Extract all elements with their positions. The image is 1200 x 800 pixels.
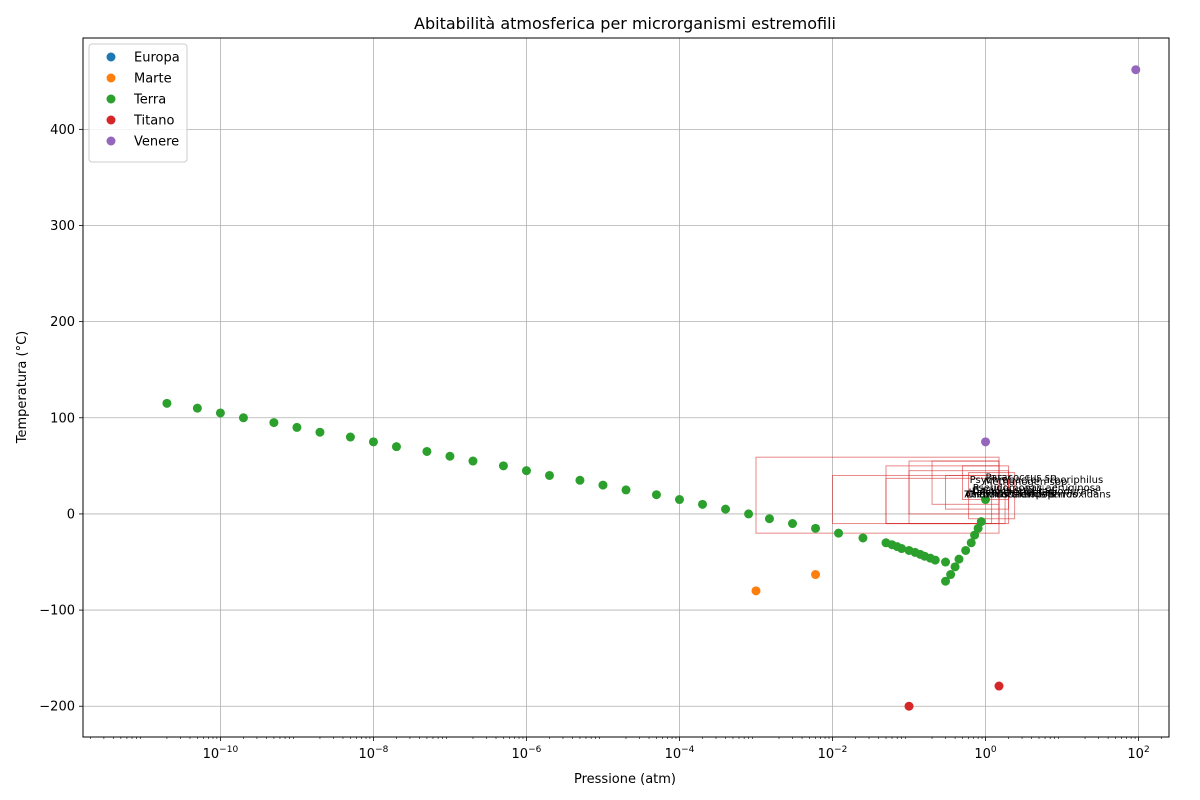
point-terra [521, 466, 531, 476]
y-tick-label: 300 [50, 219, 75, 234]
x-axis-label: Pressione (atm) [574, 772, 676, 787]
habitability-ranges [755, 456, 1016, 534]
grid-lines [83, 38, 1169, 737]
point-terra [315, 427, 325, 437]
legend-marker-terra [106, 94, 116, 104]
point-terra [575, 475, 585, 485]
point-titano [994, 681, 1004, 691]
point-terra [764, 514, 774, 524]
legend-label-venere: Venere [134, 135, 179, 150]
point-terra [651, 490, 661, 500]
point-terra [897, 544, 907, 554]
point-terra [930, 555, 940, 565]
species-label: Pseudomonas aeruginosa [973, 483, 1101, 494]
point-terra [946, 570, 956, 580]
point-venere [1131, 65, 1141, 75]
point-terra [954, 554, 964, 564]
point-terra [973, 523, 983, 533]
legend-marker-venere [106, 136, 116, 146]
point-terra [834, 528, 844, 538]
species-label: Thermus thermophilus [963, 490, 1077, 501]
point-terra [162, 398, 172, 408]
legend-label-titano: Titano [133, 114, 174, 129]
point-marte [751, 586, 761, 596]
x-tick-label: 10−10 [203, 745, 239, 762]
point-venere [981, 437, 991, 447]
point-terra [468, 456, 478, 466]
legend-box [88, 43, 188, 163]
x-axis-ticks: 10−10 10−8 10−6 10−4 10−2 100 102 [90, 737, 1162, 762]
legend-label-marte: Marte [134, 72, 172, 87]
point-terra [674, 495, 684, 505]
point-terra [422, 446, 432, 456]
point-terra [544, 470, 554, 480]
legend: Europa Marte Terra Titano Venere [88, 43, 188, 163]
point-terra [238, 413, 248, 423]
point-terra [498, 461, 508, 471]
x-tick-label: 102 [1127, 745, 1149, 762]
point-terra [391, 442, 401, 452]
point-terra [961, 545, 971, 555]
point-terra [811, 523, 821, 533]
point-terra [981, 495, 991, 505]
habitability-range-box [931, 460, 1000, 505]
point-terra [292, 422, 302, 432]
point-terra [621, 485, 631, 495]
legend-label-terra: Terra [133, 93, 166, 108]
species-label: Chroococcidiopsis [966, 490, 1056, 501]
y-tick-label: 200 [50, 315, 75, 330]
x-tick-label: 10−6 [512, 745, 542, 762]
point-titano [904, 701, 914, 711]
x-tick-label: 10−2 [818, 745, 848, 762]
point-terra [970, 530, 980, 540]
plot-frame [82, 37, 1170, 738]
point-terra [787, 519, 797, 529]
species-label: Methanogen spp. [984, 477, 1071, 488]
species-label: Psychrobacter arboriphilus [970, 475, 1104, 486]
point-terra [445, 451, 455, 461]
legend-marker-marte [106, 73, 116, 83]
point-terra [966, 538, 976, 548]
data-points [162, 65, 1141, 711]
y-axis-label: Temperatura (°C) [15, 331, 30, 444]
point-marte [811, 570, 821, 580]
species-label: Paracoccus sp. [986, 472, 1060, 483]
point-terra [598, 480, 608, 490]
x-tick-label: 100 [974, 745, 997, 762]
point-terra [950, 562, 960, 572]
point-terra [941, 557, 951, 567]
point-terra [345, 432, 355, 442]
point-terra [976, 517, 986, 527]
y-tick-label: −100 [39, 604, 75, 619]
species-label: Halobacterium sp. [969, 488, 1060, 499]
x-tick-label: 10−8 [359, 745, 389, 762]
legend-label-europa: Europa [134, 51, 180, 66]
point-terra [858, 533, 868, 543]
chart-title: Abitabilità atmosferica per microrganism… [414, 14, 836, 33]
legend-marker-europa [106, 52, 116, 62]
point-terra [744, 509, 754, 519]
point-terra [721, 504, 731, 514]
species-label: Bacillus subtilis [973, 485, 1050, 496]
legend-marker-titano [106, 115, 116, 125]
point-terra [192, 403, 202, 413]
y-tick-label: −200 [39, 700, 75, 715]
habitability-range-box [968, 472, 1016, 520]
point-terra [269, 418, 279, 428]
point-terra [215, 408, 225, 418]
y-axis-ticks: −200 −100 0 100 200 300 400 [39, 123, 83, 715]
x-tick-label: 10−4 [665, 745, 695, 762]
species-label: Deinococcus radiodurans [972, 487, 1098, 498]
y-tick-label: 0 [67, 507, 75, 522]
species-label: Acidithiobacillus ferrooxidans [964, 490, 1110, 501]
point-terra [698, 499, 708, 509]
y-tick-label: 100 [50, 411, 75, 426]
y-tick-label: 400 [50, 123, 75, 138]
point-terra [941, 576, 951, 586]
point-terra [368, 437, 378, 447]
